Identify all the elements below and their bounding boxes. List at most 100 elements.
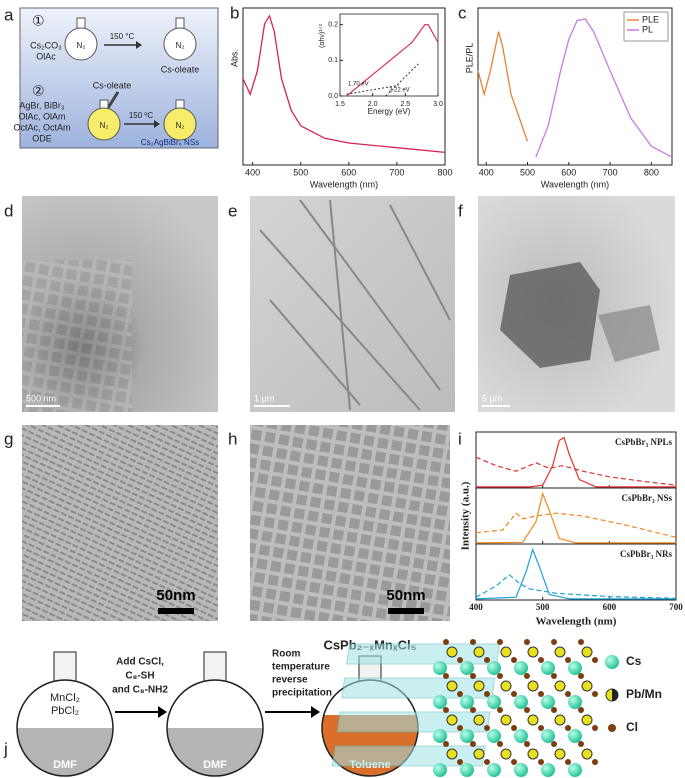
cl-atom [551,639,557,645]
crystal-structure [331,639,598,777]
cl-atom [551,707,557,713]
polyhedron [341,677,496,699]
pb-atom [581,646,593,658]
cl-atom [457,691,463,697]
nanowires [259,199,451,411]
pb-atom [554,680,566,692]
cl-atom [457,725,463,731]
reagent: OlAc [36,51,56,61]
condition: 150 °C [110,32,135,41]
x-tick-label: 700 [669,602,683,612]
reagent: PbCl₂ [51,705,79,717]
y-tick-label: 0.0 [328,93,338,100]
x-tick-label: 400 [469,602,483,612]
flask-label: N₂ [176,41,185,50]
cl-atom [443,741,449,747]
cl-atom [511,759,517,765]
cl-atom [497,741,503,747]
legend-label: Cl [626,720,638,734]
cl-atom [578,707,584,713]
reagent: AgBr, BiBr₃ [19,100,65,110]
cl-atom [484,725,490,731]
scale-bar [158,608,194,614]
cl-atom [497,673,503,679]
x-tick-label: 800 [437,167,452,177]
cs-atom [487,763,501,777]
cs-atom [460,661,474,675]
cl-atom [470,741,476,747]
cl-atom [511,657,517,663]
step-text: temperature [272,662,330,673]
y-axis-label: PLE/PL [464,43,474,74]
step-text: C₈-SH [125,671,154,682]
x-tick-label: 600 [603,602,617,612]
cl-atom [484,759,490,765]
panel-label: f [458,201,463,220]
pb-atom [581,680,593,692]
legend-box [623,11,669,42]
step-text: precipitation [272,688,332,699]
solvent: DMF [53,759,77,771]
x-tick-label: 500 [293,167,308,177]
cs-atom [487,729,501,743]
panel-label: h [228,429,237,448]
subplot-label: CsPbBr₃ NSs [622,493,673,503]
x-tick-label: 2.0 [368,101,378,108]
cl-atom [470,639,476,645]
legend-label: PL [642,24,653,34]
cl-atom [524,707,530,713]
cl-atom [592,759,598,765]
scale-bar [388,608,424,614]
cl-atom [578,639,584,645]
data-line [535,18,673,158]
pb-atom [473,646,485,658]
flask [163,17,197,61]
plot-frame [339,13,439,97]
cs-atom [568,763,582,777]
scale-label: 50nm [386,587,425,604]
cs-atom [541,729,555,743]
cs-atom [487,661,501,675]
panel-label: b [230,3,239,22]
cl-atom [457,759,463,765]
arrowhead [311,706,320,718]
injected: Cs-oleate [93,80,132,90]
cs-atom [433,661,447,675]
solvent: DMF [203,759,227,771]
cl-atom [592,657,598,663]
cl-atom [443,639,449,645]
reagent: OlAc, OlAm [18,111,65,121]
x-tick-label: 3.0 [433,101,443,108]
x-axis-label: Energy (eV) [368,107,411,116]
pb-atom [581,748,593,760]
panel-label: c [458,3,467,22]
pb-atom [473,680,485,692]
cs-atom [433,729,447,743]
x-tick-label: 600 [341,167,356,177]
polyhedron [336,711,491,733]
data-line [475,574,677,599]
cl-atom [457,657,463,663]
x-tick-label: 1.5 [335,101,345,108]
cl-atom [484,657,490,663]
panel-label: e [228,201,237,220]
scale-label: 50nm [156,587,195,604]
panel-label: a [4,5,14,24]
data-line [475,512,677,538]
x-tick-label: 500 [536,602,550,612]
cl-atom [524,639,530,645]
step-text: and C₈-NH2 [112,685,168,696]
data-line [475,456,677,486]
annotation: 1.70 eV [348,82,369,88]
y-axis-label: Abs. [229,49,239,67]
texture [22,260,132,412]
step-text: reverse [272,675,308,686]
cs-atom [514,763,528,777]
pb-atom [473,748,485,760]
product: Cs-oleate [161,64,200,74]
panel-label: g [4,429,13,448]
pb-atom [527,714,539,726]
cl-atom [592,691,598,697]
x-tick-label: 800 [644,167,659,177]
cl-atom [538,657,544,663]
